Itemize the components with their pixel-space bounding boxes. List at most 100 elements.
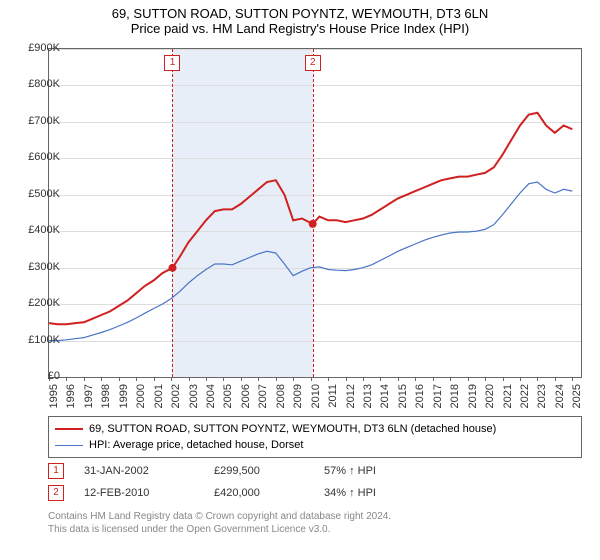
chart-plot-area: 12 [48, 48, 582, 378]
x-axis-label: 2007 [257, 384, 269, 414]
x-tick [572, 377, 573, 381]
x-tick [206, 377, 207, 381]
x-tick [171, 377, 172, 381]
x-tick [223, 377, 224, 381]
x-tick [503, 377, 504, 381]
y-axis-label: £0 [14, 370, 60, 382]
x-axis-label: 2008 [275, 384, 287, 414]
x-tick [415, 377, 416, 381]
x-axis-label: 2013 [362, 384, 374, 414]
x-tick [258, 377, 259, 381]
transactions-table: 1 31-JAN-2002 £299,500 57% ↑ HPI 2 12-FE… [48, 460, 444, 504]
x-axis-label: 2020 [484, 384, 496, 414]
x-axis-label: 1998 [100, 384, 112, 414]
x-tick [154, 377, 155, 381]
table-row: 2 12-FEB-2010 £420,000 34% ↑ HPI [48, 482, 444, 504]
footer-line: This data is licensed under the Open Gov… [48, 523, 391, 536]
x-tick [380, 377, 381, 381]
legend-label: 69, SUTTON ROAD, SUTTON POYNTZ, WEYMOUTH… [89, 423, 496, 435]
y-axis-label: £800K [14, 78, 60, 90]
marker-point [309, 220, 317, 228]
x-tick [276, 377, 277, 381]
x-axis-label: 2024 [554, 384, 566, 414]
legend-box: 69, SUTTON ROAD, SUTTON POYNTZ, WEYMOUTH… [48, 416, 582, 458]
x-axis-label: 2010 [310, 384, 322, 414]
title-subtitle: Price paid vs. HM Land Registry's House … [0, 21, 600, 36]
x-axis-label: 2012 [345, 384, 357, 414]
x-tick [136, 377, 137, 381]
y-axis-label: £100K [14, 334, 60, 346]
x-tick [293, 377, 294, 381]
x-axis-label: 2011 [327, 384, 339, 414]
x-axis-label: 2017 [432, 384, 444, 414]
y-axis-label: £400K [14, 224, 60, 236]
x-tick [398, 377, 399, 381]
title-block: 69, SUTTON ROAD, SUTTON POYNTZ, WEYMOUTH… [0, 0, 600, 38]
x-axis-label: 2021 [502, 384, 514, 414]
x-axis-label: 1997 [83, 384, 95, 414]
legend-swatch [55, 428, 83, 430]
y-axis-label: £500K [14, 188, 60, 200]
legend-item: HPI: Average price, detached house, Dors… [55, 437, 575, 453]
x-tick [189, 377, 190, 381]
series-line [49, 182, 572, 341]
x-axis-label: 1999 [118, 384, 130, 414]
x-axis-label: 2022 [519, 384, 531, 414]
x-axis-label: 2006 [240, 384, 252, 414]
x-tick [433, 377, 434, 381]
x-axis-label: 2018 [449, 384, 461, 414]
x-tick [485, 377, 486, 381]
y-axis-label: £900K [14, 42, 60, 54]
x-tick [555, 377, 556, 381]
title-address: 69, SUTTON ROAD, SUTTON POYNTZ, WEYMOUTH… [0, 6, 600, 21]
marker-badge: 2 [48, 485, 64, 501]
marker-point [168, 264, 176, 272]
transaction-pct: 57% ↑ HPI [324, 465, 444, 477]
x-tick [363, 377, 364, 381]
x-axis-label: 2003 [188, 384, 200, 414]
legend-swatch [55, 445, 83, 446]
chart-container: 69, SUTTON ROAD, SUTTON POYNTZ, WEYMOUTH… [0, 0, 600, 560]
transaction-date: 31-JAN-2002 [84, 465, 214, 477]
x-tick [450, 377, 451, 381]
transaction-price: £420,000 [214, 487, 324, 499]
x-tick [119, 377, 120, 381]
x-axis-label: 2005 [222, 384, 234, 414]
x-axis-label: 2001 [153, 384, 165, 414]
x-tick [241, 377, 242, 381]
marker-badge: 1 [48, 463, 64, 479]
y-axis-label: £200K [14, 297, 60, 309]
y-axis-label: £600K [14, 151, 60, 163]
legend-item: 69, SUTTON ROAD, SUTTON POYNTZ, WEYMOUTH… [55, 421, 575, 437]
x-axis-label: 2009 [292, 384, 304, 414]
x-axis-label: 2016 [414, 384, 426, 414]
x-axis-label: 2025 [571, 384, 583, 414]
footer-line: Contains HM Land Registry data © Crown c… [48, 510, 391, 523]
x-axis-label: 1996 [65, 384, 77, 414]
x-axis-label: 1995 [48, 384, 60, 414]
y-axis-label: £300K [14, 261, 60, 273]
chart-svg [49, 49, 581, 377]
transaction-pct: 34% ↑ HPI [324, 487, 444, 499]
footer-attribution: Contains HM Land Registry data © Crown c… [48, 510, 391, 536]
x-axis-label: 2015 [397, 384, 409, 414]
series-line [49, 113, 572, 324]
x-axis-label: 2014 [379, 384, 391, 414]
x-tick [468, 377, 469, 381]
x-axis-label: 2000 [135, 384, 147, 414]
x-tick [537, 377, 538, 381]
transaction-date: 12-FEB-2010 [84, 487, 214, 499]
x-axis-label: 2023 [536, 384, 548, 414]
x-tick [311, 377, 312, 381]
x-tick [84, 377, 85, 381]
x-tick [328, 377, 329, 381]
x-axis-label: 2019 [467, 384, 479, 414]
x-tick [66, 377, 67, 381]
legend-label: HPI: Average price, detached house, Dors… [89, 439, 303, 451]
x-tick [101, 377, 102, 381]
y-axis-label: £700K [14, 115, 60, 127]
x-axis-label: 2004 [205, 384, 217, 414]
table-row: 1 31-JAN-2002 £299,500 57% ↑ HPI [48, 460, 444, 482]
x-axis-label: 2002 [170, 384, 182, 414]
transaction-price: £299,500 [214, 465, 324, 477]
